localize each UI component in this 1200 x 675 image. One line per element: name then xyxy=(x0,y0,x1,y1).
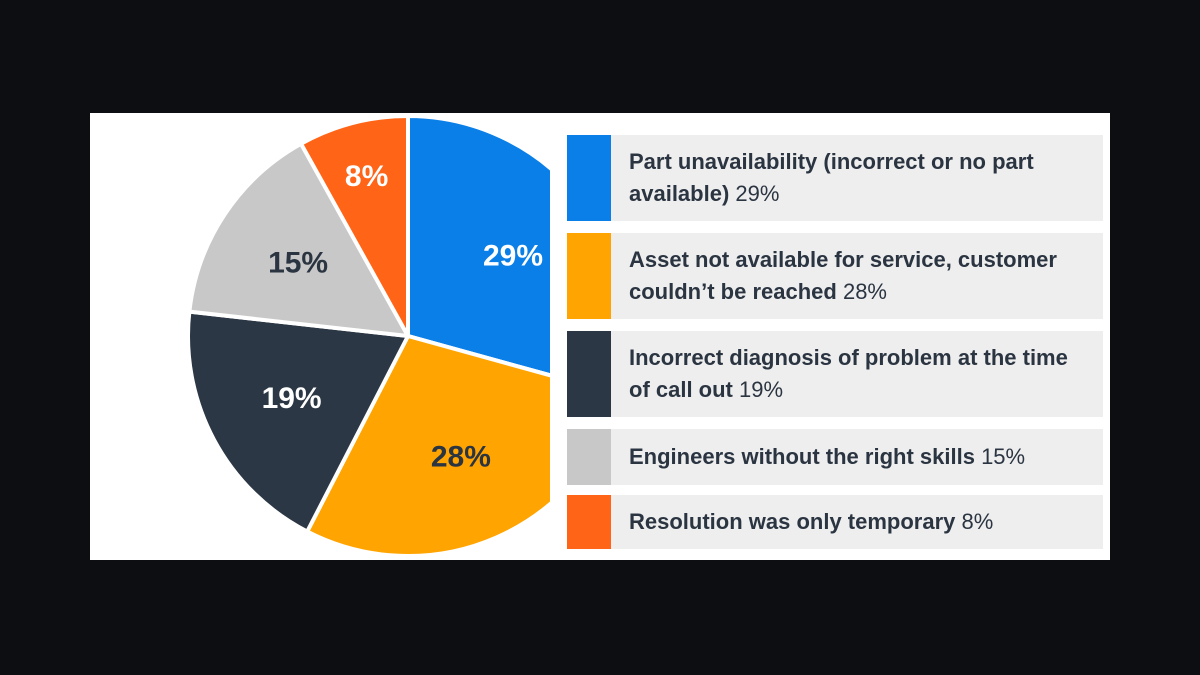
legend-swatch xyxy=(567,331,611,417)
legend-label: Incorrect diagnosis of problem at the ti… xyxy=(629,345,1068,402)
legend-swatch xyxy=(567,135,611,221)
legend-label: Engineers without the right skills xyxy=(629,444,975,469)
legend-label: Asset not available for service, custome… xyxy=(629,247,1057,304)
legend-value: 8% xyxy=(961,509,994,534)
legend-text: Incorrect diagnosis of problem at the ti… xyxy=(629,342,1093,406)
pie-slice-value-label: 8% xyxy=(345,160,388,193)
legend-swatch xyxy=(567,495,611,549)
pie-slice xyxy=(187,141,410,338)
pie-slice xyxy=(406,114,550,378)
pie-slice xyxy=(305,334,550,558)
legend-text: Resolution was only temporary 8% xyxy=(629,506,1093,538)
pie-slice-value-label: 29% xyxy=(483,240,543,273)
legend-value: 29% xyxy=(735,181,780,206)
legend-value: 28% xyxy=(842,279,887,304)
legend-swatch xyxy=(567,233,611,319)
legend-text: Engineers without the right skills 15% xyxy=(629,441,1093,473)
legend-text: Asset not available for service, custome… xyxy=(629,244,1093,308)
legend-item: Asset not available for service, custome… xyxy=(567,233,1103,319)
legend-value: 19% xyxy=(739,377,784,402)
legend-swatch xyxy=(567,429,611,485)
legend-item: Incorrect diagnosis of problem at the ti… xyxy=(567,331,1103,417)
pie-chart: 29% 28% 19% 15% 8% xyxy=(186,114,550,558)
legend-item: Engineers without the right skills 15% xyxy=(567,429,1103,485)
pie-slice-value-label: 28% xyxy=(431,440,491,473)
pie-slice-value-label: 15% xyxy=(268,246,328,279)
pie-slice xyxy=(186,309,410,534)
chart-card: 29% 28% 19% 15% 8% Part unavailability (inco… xyxy=(90,113,1110,560)
legend-item: Part unavailability (incorrect or no par… xyxy=(567,135,1103,221)
legend-value: 15% xyxy=(981,444,1026,469)
pie-slice xyxy=(299,114,410,338)
legend-item: Resolution was only temporary 8% xyxy=(567,495,1103,549)
legend-label: Part unavailability (incorrect or no par… xyxy=(629,149,1034,206)
pie-slice-value-label: 19% xyxy=(262,382,322,415)
legend-label: Resolution was only temporary xyxy=(629,509,956,534)
legend-text: Part unavailability (incorrect or no par… xyxy=(629,146,1093,210)
